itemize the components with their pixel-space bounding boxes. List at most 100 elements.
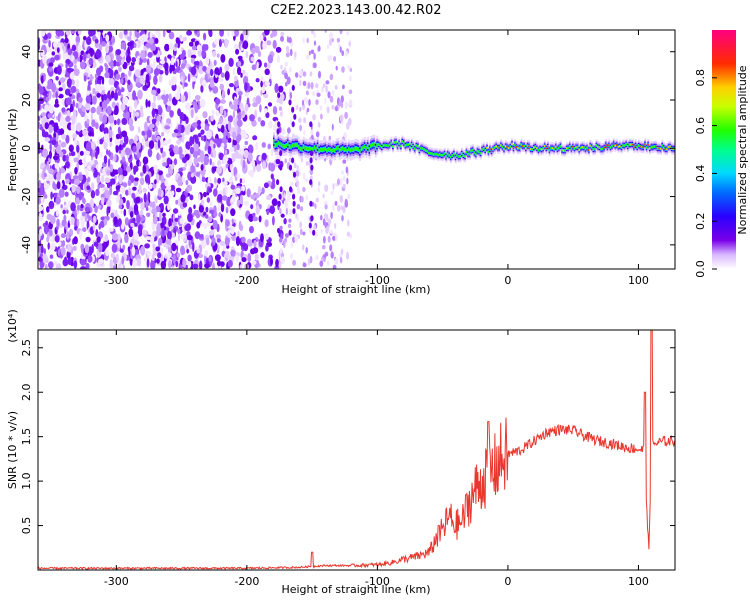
noise-speckle [219,240,226,246]
noise-speckle [62,69,66,74]
noise-speckle [177,176,183,187]
noise-speckle [210,201,213,207]
noise-speckle [109,142,113,147]
spectrogram-ylabel: Frequency (Hz) [6,109,19,192]
noise-speckle [149,123,155,129]
ridge-cell [439,153,441,156]
noise-speckle [168,147,173,152]
noise-speckle [156,94,162,101]
noise-speckle [268,120,273,129]
ridge-peak [490,150,493,153]
ridge-cell [301,147,304,151]
noise-speckle [79,54,83,63]
noise-speckle [198,205,204,213]
noise-speckle [348,40,351,47]
noise-speckle [114,137,120,146]
noise-speckle [280,256,285,265]
noise-speckle [224,250,230,259]
noise-speckle [46,160,50,171]
noise-speckle [271,198,278,207]
ridge-peak [666,148,669,150]
noise-speckle [324,204,328,210]
noise-speckle [337,178,340,186]
noise-speckle [295,170,300,178]
noise-speckle [70,151,76,157]
noise-speckle [122,244,126,251]
noise-speckle [264,30,270,36]
noise-speckle [188,207,193,215]
noise-speckle [253,239,257,249]
noise-speckle [121,130,128,138]
noise-speckle [155,246,161,252]
noise-speckle [219,105,224,115]
ridge-peak [639,145,642,148]
x-tick-label: 0 [504,575,511,588]
x-tick-label: -300 [104,575,129,588]
noise-speckle [128,228,134,238]
ridge-cell [586,146,589,149]
ridge-cell [450,156,452,159]
noise-speckle [135,196,141,204]
noise-speckle [54,98,59,107]
ridge-peak [633,146,636,148]
noise-speckle [114,105,119,116]
noise-speckle [55,263,62,269]
noise-speckle [58,188,65,198]
noise-speckle [227,121,232,131]
noise-speckle [261,84,266,94]
noise-speckle [105,34,110,42]
streak-cell [277,121,281,128]
noise-speckle [123,208,127,217]
noise-speckle [243,149,249,159]
ridge-cell [520,143,523,146]
noise-speckle [48,67,53,72]
noise-speckle [165,238,172,245]
noise-speckle [257,116,262,122]
noise-speckle [241,185,246,192]
noise-speckle [169,122,173,129]
noise-speckle [104,62,107,67]
noise-speckle [97,204,102,210]
noise-speckle [152,243,156,249]
noise-speckle [142,187,147,193]
noise-speckle [296,104,299,111]
noise-speckle [79,229,83,240]
noise-speckle [341,215,344,222]
noise-speckle [162,30,166,38]
noise-speckle [127,41,133,47]
ridge-cell [573,147,576,150]
noise-speckle [244,82,248,92]
noise-speckle [209,158,212,166]
noise-speckle [44,104,49,112]
noise-speckle [183,148,189,154]
ridge-cell [283,144,286,149]
ridge-cell [652,146,654,149]
noise-speckle [158,170,164,176]
noise-speckle [264,233,269,240]
ridge-peak [603,146,606,149]
noise-speckle [332,235,336,241]
noise-speckle [120,149,126,159]
noise-speckle [168,218,173,228]
noise-speckle [328,135,332,141]
ridge-cell [426,150,429,153]
noise-speckle [120,41,126,51]
ridge-cell [412,145,415,148]
noise-speckle [224,63,230,72]
noise-speckle [237,112,242,121]
ridge-cell [570,147,573,150]
noise-speckle [207,145,212,155]
noise-speckle [172,254,177,264]
noise-speckle [339,177,343,186]
noise-speckle [344,198,348,206]
noise-speckle [305,90,309,96]
noise-speckle [224,237,230,247]
noise-speckle [348,99,353,107]
ridge-cell [465,151,468,154]
ridge-cell [304,146,307,150]
noise-speckle [71,44,77,52]
noise-speckle [209,230,214,236]
noise-speckle [218,117,223,125]
noise-speckle [151,118,157,124]
noise-speckle [332,183,335,190]
